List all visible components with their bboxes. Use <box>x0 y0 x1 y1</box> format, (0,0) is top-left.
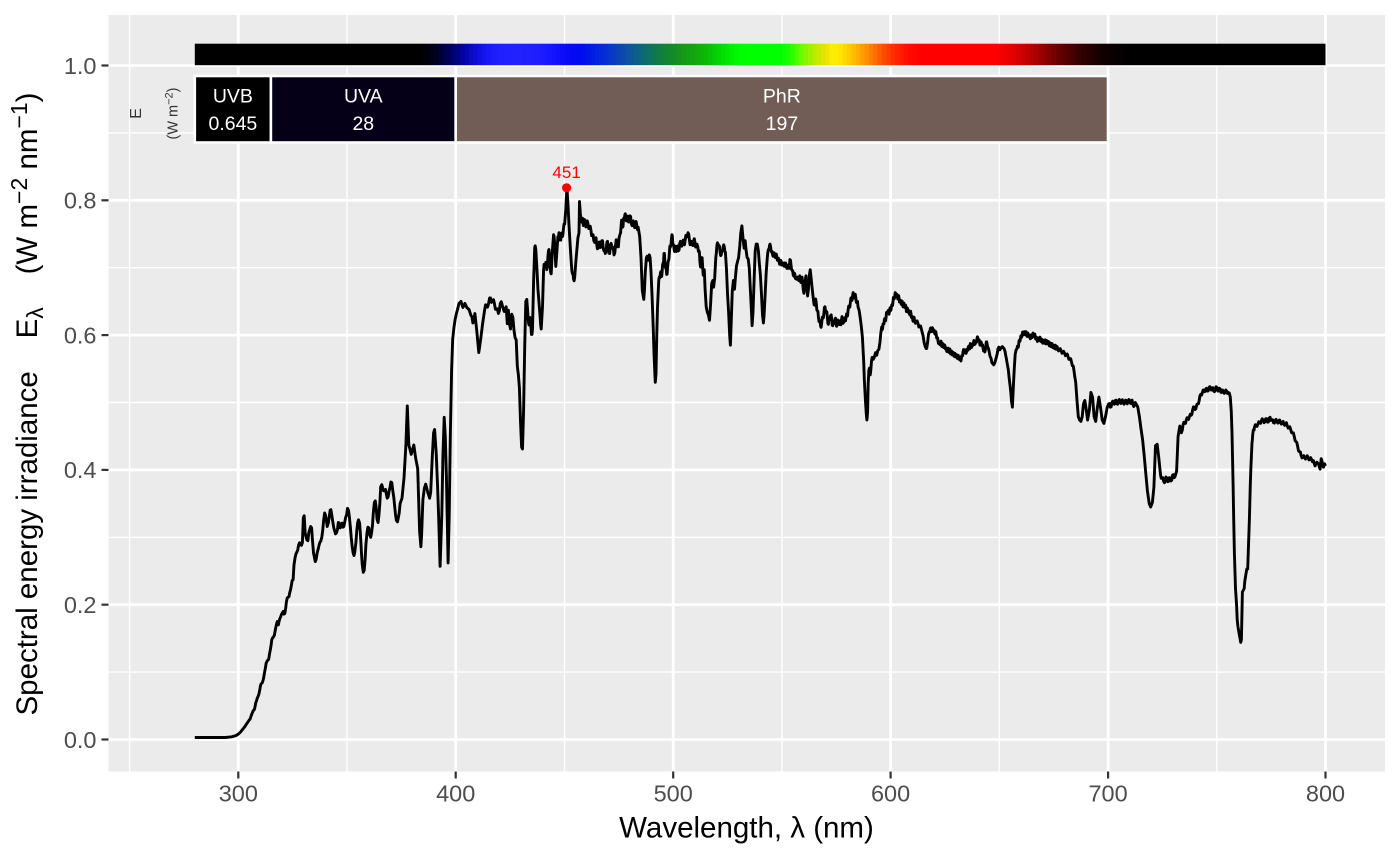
svg-text:600: 600 <box>871 781 910 807</box>
svg-text:0.6: 0.6 <box>64 322 97 348</box>
svg-text:UVA: UVA <box>344 86 383 108</box>
svg-text:28: 28 <box>352 113 374 135</box>
svg-text:451: 451 <box>552 163 580 182</box>
svg-text:1.0: 1.0 <box>64 53 97 79</box>
svg-text:500: 500 <box>654 781 693 807</box>
svg-text:0.2: 0.2 <box>64 592 97 618</box>
svg-text:700: 700 <box>1088 781 1127 807</box>
svg-text:197: 197 <box>766 113 799 135</box>
svg-text:E: E <box>128 108 145 119</box>
svg-text:UVB: UVB <box>213 86 253 108</box>
svg-text:Wavelength, λ (nm): Wavelength, λ (nm) <box>619 812 874 845</box>
svg-text:400: 400 <box>436 781 475 807</box>
svg-text:0.8: 0.8 <box>64 188 97 214</box>
svg-text:0.4: 0.4 <box>64 457 97 483</box>
svg-text:0.645: 0.645 <box>208 113 257 135</box>
svg-text:PhR: PhR <box>763 86 801 108</box>
svg-text:300: 300 <box>219 781 258 807</box>
svg-text:0.0: 0.0 <box>64 727 97 753</box>
svg-text:800: 800 <box>1306 781 1345 807</box>
